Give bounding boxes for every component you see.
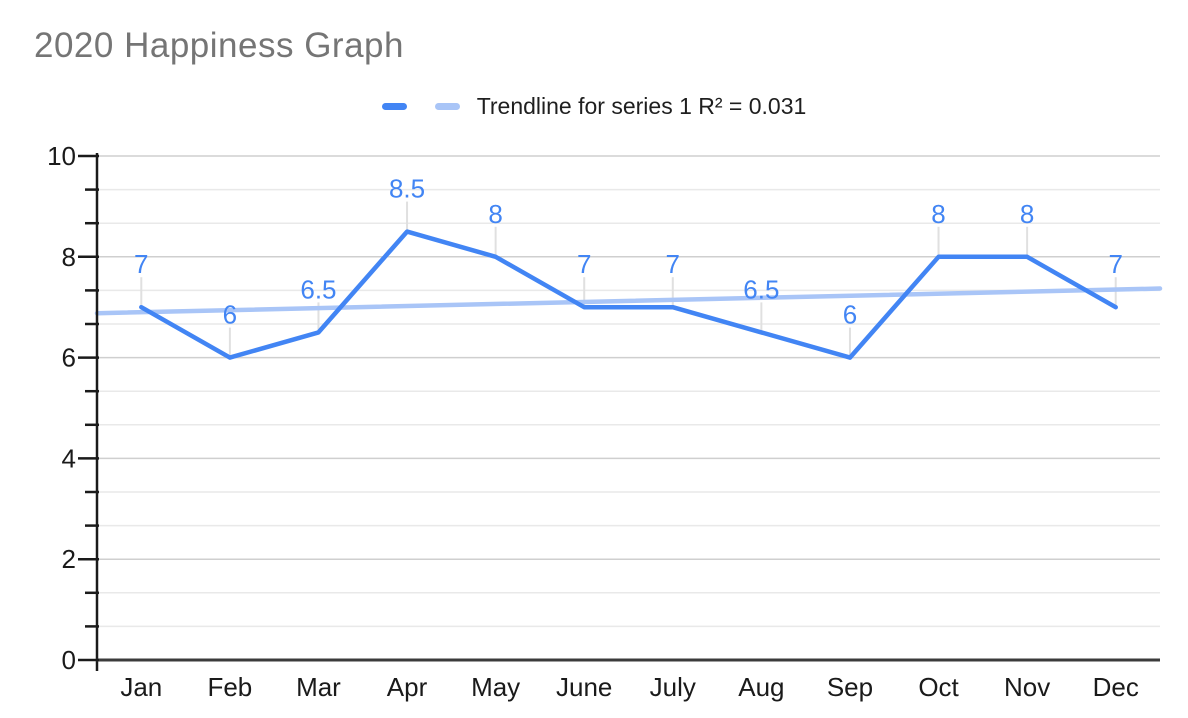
y-axis-label: 4 [62, 443, 76, 473]
x-axis-label: June [556, 672, 612, 702]
data-labels: 7 6 6.5 8.5 8 7 7 6.5 6 8 8 7 [134, 174, 1123, 330]
data-label: 7 [666, 249, 680, 279]
x-axis-label: May [471, 672, 520, 702]
y-axis-label: 8 [62, 242, 76, 272]
series-legend-swatch-icon [381, 102, 407, 110]
y-axis-label: 6 [62, 343, 76, 373]
y-axis-labels: 0 2 4 6 8 10 [47, 141, 76, 675]
trendline-legend-label: Trendline for series 1 R² = 0.031 [476, 92, 807, 119]
x-axis-label: Dec [1093, 672, 1139, 702]
y-axis-label: 10 [47, 141, 76, 171]
x-axis-label: Feb [207, 672, 252, 702]
x-axis-label: Apr [387, 672, 428, 702]
x-axis-label: Aug [738, 672, 784, 702]
data-label: 8 [1020, 199, 1034, 229]
y-axis-label: 2 [62, 544, 76, 574]
series-line [139, 229, 1118, 360]
x-axis-label: Jan [120, 672, 162, 702]
data-label: 6 [223, 300, 237, 330]
data-label: 6.5 [300, 274, 336, 304]
x-axis-label: Sep [827, 672, 873, 702]
chart-title: 2020 Happiness Graph [34, 26, 404, 65]
x-axis-label: Nov [1004, 672, 1050, 702]
data-label: 7 [577, 249, 591, 279]
data-label: 8 [488, 199, 502, 229]
x-axis-label: Mar [296, 672, 341, 702]
axes [78, 153, 1160, 671]
gridlines [97, 155, 1160, 628]
data-label: 6.5 [743, 274, 779, 304]
legend: Trendline for series 1 R² = 0.031 [0, 93, 1188, 119]
data-label: 8.5 [389, 174, 425, 204]
trendline [94, 286, 1163, 316]
x-axis-labels: Jan Feb Mar Apr May June July Aug Sep Oct Nov Dec [120, 672, 1139, 702]
data-label: 7 [1108, 249, 1122, 279]
data-label: 7 [134, 249, 148, 279]
data-label: 6 [843, 300, 857, 330]
x-axis-label: Oct [918, 672, 959, 702]
x-axis-label: July [650, 672, 696, 702]
trendline-legend-swatch-icon [434, 102, 460, 110]
data-label-leader-lines [140, 201, 1117, 358]
data-label: 8 [931, 199, 945, 229]
y-axis-label: 0 [62, 645, 76, 675]
